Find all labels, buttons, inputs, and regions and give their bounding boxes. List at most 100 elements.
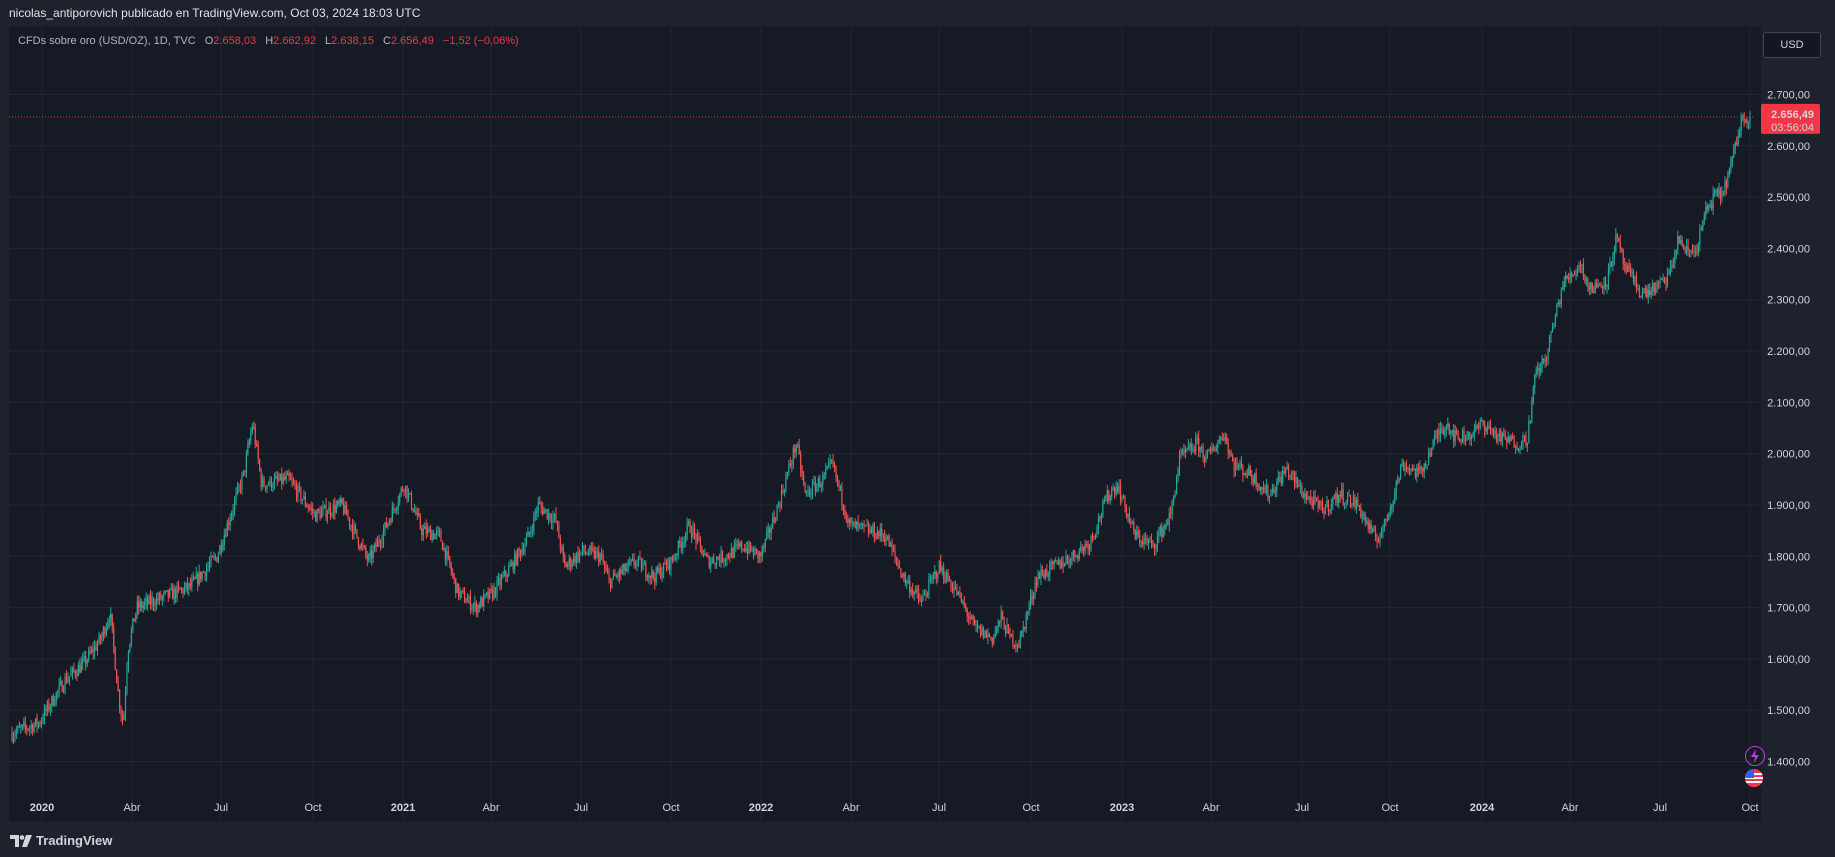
candle-body — [1173, 497, 1175, 502]
candle-body — [257, 444, 259, 460]
candle-body — [362, 544, 364, 547]
candle-body — [789, 464, 791, 466]
candle-body — [677, 540, 679, 556]
candle-body — [556, 521, 559, 525]
candle-body — [1090, 535, 1092, 545]
candle-body — [503, 570, 505, 576]
candle-body — [1523, 435, 1526, 437]
candle-body — [685, 534, 687, 542]
candle-body — [1108, 490, 1110, 501]
candle-body — [1208, 448, 1210, 452]
candle-body — [152, 598, 155, 606]
legend-symbol[interactable]: CFDs sobre oro (USD/OZ), 1D, TVC — [18, 35, 196, 47]
candle-body — [219, 545, 221, 555]
candle-body — [518, 548, 520, 551]
x-tick-label: 2020 — [30, 802, 54, 814]
candle-body — [1497, 435, 1499, 441]
candle-body — [671, 557, 674, 561]
candle-body — [179, 587, 181, 590]
candle-body — [91, 648, 93, 653]
candle-body — [720, 551, 722, 563]
candle-body — [618, 569, 620, 578]
candle-body — [686, 523, 688, 535]
candle-body — [500, 577, 503, 586]
candle-body — [1606, 285, 1608, 287]
legend-low-value: 2.638,15 — [331, 35, 374, 47]
chart-area[interactable] — [9, 27, 1761, 821]
candle-body — [1663, 276, 1666, 282]
candle-body — [1565, 275, 1567, 282]
candle-body — [52, 696, 54, 706]
candle-body — [1248, 466, 1250, 476]
candle-body — [1086, 544, 1088, 546]
candle-body — [1722, 191, 1725, 193]
candle-body — [1147, 541, 1150, 543]
candle-body — [1733, 148, 1735, 158]
candle-body — [62, 689, 65, 692]
candle-body — [528, 531, 531, 534]
candle-body — [1181, 449, 1184, 455]
candle-body — [1211, 448, 1213, 452]
candle-body — [1686, 245, 1688, 253]
candle-body — [704, 553, 706, 556]
candle-body — [730, 548, 732, 558]
currency-button[interactable]: USD — [1763, 32, 1821, 58]
candle-body — [1743, 114, 1745, 123]
candle-body — [836, 477, 839, 481]
candle-body — [1687, 245, 1689, 250]
candle-body — [586, 552, 588, 555]
candle-body — [1691, 251, 1694, 253]
candle-body — [1656, 282, 1658, 288]
candle-body — [351, 525, 354, 535]
candle-body — [988, 634, 990, 637]
publisher-line: nicolas_antiporovich publicado en Tradin… — [9, 6, 421, 20]
candle-body — [1394, 493, 1396, 502]
candle-body — [854, 521, 856, 529]
candle-body — [640, 558, 643, 571]
candle-body — [633, 558, 635, 565]
candle-body — [1161, 526, 1163, 537]
candle-body — [489, 588, 491, 599]
candle-body — [348, 517, 351, 526]
us-flag-icon[interactable] — [1745, 769, 1763, 787]
candle-body — [92, 648, 94, 653]
candle-body — [1543, 358, 1545, 363]
candle-body — [210, 556, 212, 564]
candle-body — [1094, 533, 1097, 538]
candle-body — [645, 563, 647, 577]
candle-body — [1660, 278, 1663, 280]
candle-body — [1541, 358, 1543, 368]
candle-body — [953, 587, 955, 592]
candle-body — [151, 598, 153, 605]
candle-body — [841, 486, 843, 505]
candle-body — [1068, 559, 1070, 564]
candle-body — [894, 550, 896, 557]
candle-body — [1649, 289, 1651, 296]
candle-body — [831, 459, 833, 461]
candle-body — [1121, 498, 1123, 501]
lightning-icon[interactable] — [1745, 746, 1765, 766]
candle-body — [857, 521, 859, 525]
candle-body — [801, 470, 803, 476]
candle-body — [141, 601, 143, 608]
candle-body — [1369, 523, 1371, 529]
candle-body — [1209, 448, 1212, 452]
candle-body — [136, 601, 138, 614]
candle-body — [282, 477, 284, 484]
candle-body — [444, 547, 446, 561]
candle-body — [1283, 470, 1285, 474]
publisher-bar: nicolas_antiporovich publicado en Tradin… — [0, 0, 1835, 27]
candle-body — [1475, 425, 1477, 431]
candle-body — [1610, 261, 1613, 267]
candle-body — [931, 578, 933, 580]
candle-body — [1652, 283, 1654, 291]
candle-body — [1665, 281, 1667, 285]
tradingview-logo[interactable]: TradingView — [10, 833, 112, 848]
candle-body — [1285, 468, 1287, 474]
candle-body — [1481, 420, 1483, 422]
candle-body — [412, 508, 414, 512]
candle-body — [1165, 524, 1167, 526]
candle-body — [1190, 444, 1192, 451]
candle-body — [1321, 504, 1324, 511]
